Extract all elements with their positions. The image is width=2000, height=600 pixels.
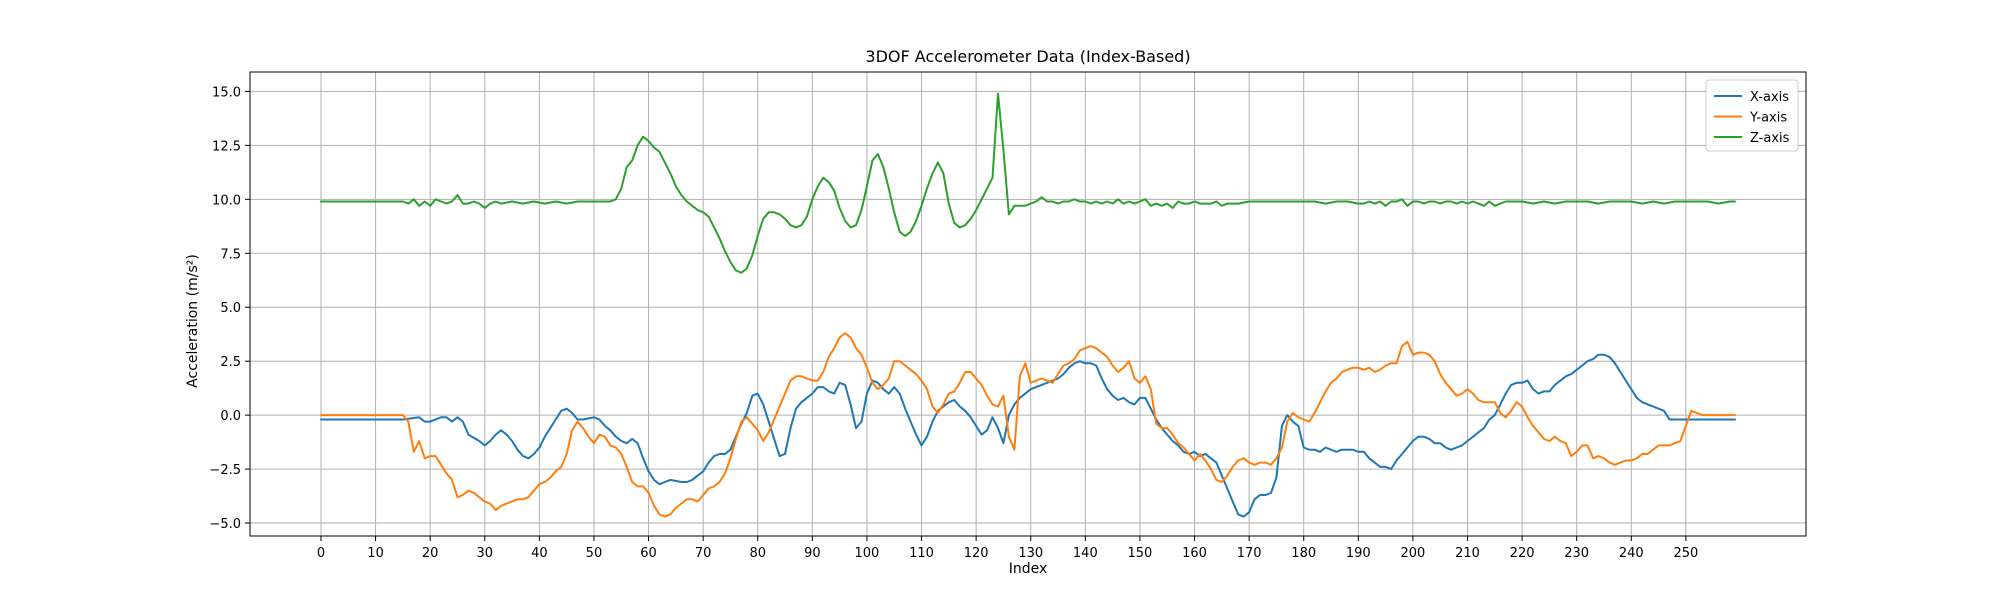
x-tick-label: 250: [1673, 546, 1698, 561]
x-tick-label: 120: [964, 546, 989, 561]
y-tick-label: −5.0: [209, 517, 241, 532]
x-tick-label: 0: [317, 546, 325, 561]
x-tick-label: 80: [749, 546, 766, 561]
legend-label-z-axis: Z-axis: [1750, 131, 1790, 146]
x-tick-label: 160: [1182, 546, 1207, 561]
x-tick-label: 150: [1128, 546, 1153, 561]
x-tick-label: 30: [476, 546, 493, 561]
y-tick-label: 12.5: [212, 139, 241, 154]
x-tick-label: 70: [695, 546, 712, 561]
x-tick-label: 10: [367, 546, 384, 561]
chart-title: 3DOF Accelerometer Data (Index-Based): [865, 47, 1190, 66]
x-tick-label: 200: [1400, 546, 1425, 561]
y-tick-label: 10.0: [212, 193, 241, 208]
legend-box: [1705, 79, 1799, 152]
y-tick-label: −2.5: [209, 463, 241, 478]
y-tick-label: 0.0: [220, 409, 241, 424]
x-tick-label: 90: [804, 546, 821, 561]
plot-frame: [249, 71, 1807, 537]
legend-label-x-axis: X-axis: [1750, 90, 1789, 105]
x-tick-label: 20: [422, 546, 439, 561]
y-tick-label: 2.5: [220, 355, 241, 370]
x-tick-label: 180: [1291, 546, 1316, 561]
y-axis-label: Acceleration (m/s²): [185, 254, 201, 388]
series-group: [320, 92, 1736, 518]
x-tick-label: 50: [586, 546, 603, 561]
x-tick-label: 60: [640, 546, 657, 561]
x-tick-label: 240: [1619, 546, 1644, 561]
legend: X-axis Y-axis Z-axis: [1705, 79, 1799, 152]
x-tick-label: 220: [1510, 546, 1535, 561]
series-line-y-axis: [320, 332, 1736, 518]
y-tick-label: 5.0: [220, 301, 241, 316]
x-tick-label: 190: [1346, 546, 1371, 561]
legend-label-y-axis: Y-axis: [1749, 111, 1787, 126]
x-tick-label: 230: [1564, 546, 1589, 561]
x-tick-label: 140: [1073, 546, 1098, 561]
x-tick-label: 40: [531, 546, 548, 561]
grid: [250, 72, 1806, 536]
x-tick-label: 100: [855, 546, 880, 561]
y-tick-label: 7.5: [220, 247, 241, 262]
x-tick-label: 170: [1237, 546, 1262, 561]
x-tick-label: 110: [909, 546, 934, 561]
tick-group: 0 10 20 30 40 50 60 70 80 90 100 110 120 130 140 150 160…: [209, 85, 1698, 561]
x-tick-label: 210: [1455, 546, 1480, 561]
x-axis-label: Index: [1009, 561, 1048, 577]
x-tick-label: 130: [1018, 546, 1043, 561]
series-line-z-axis: [320, 92, 1736, 274]
y-tick-label: 15.0: [212, 85, 241, 100]
